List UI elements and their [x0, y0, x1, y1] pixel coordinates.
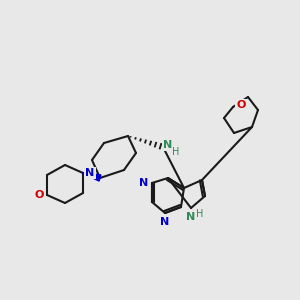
Polygon shape	[83, 172, 101, 181]
Text: N: N	[164, 140, 172, 150]
Text: N: N	[186, 212, 196, 222]
Text: O: O	[236, 100, 246, 110]
Text: N: N	[140, 178, 148, 188]
Text: H: H	[196, 209, 204, 219]
Text: N: N	[85, 168, 94, 178]
Text: H: H	[172, 147, 180, 157]
Text: O: O	[34, 190, 44, 200]
Text: N: N	[160, 217, 169, 227]
